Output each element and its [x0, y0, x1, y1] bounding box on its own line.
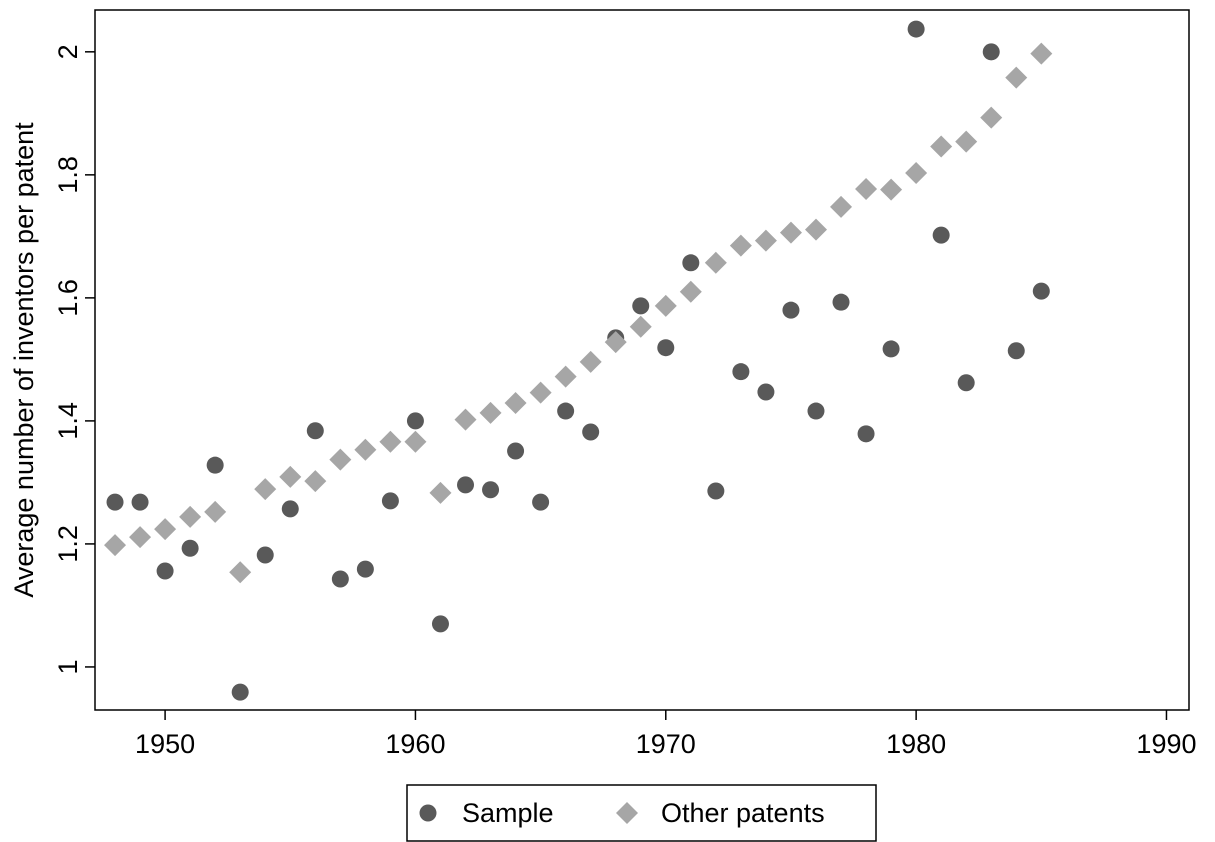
point: [354, 438, 377, 461]
point: [431, 615, 449, 633]
y-tick-label: 1: [53, 659, 83, 674]
point: [129, 526, 152, 549]
point: [955, 130, 978, 153]
point: [304, 470, 327, 493]
point: [329, 448, 352, 471]
y-axis-label: Average number of inventors per patent: [9, 122, 39, 598]
point: [1007, 342, 1025, 360]
legend-label: Sample: [462, 798, 554, 828]
y-tick-label: 1.8: [53, 156, 83, 194]
x-tick-label: 1990: [1136, 729, 1196, 759]
point: [306, 422, 324, 440]
point: [754, 229, 777, 252]
point: [907, 20, 925, 38]
point: [855, 177, 878, 200]
point: [557, 402, 575, 420]
point: [454, 408, 477, 431]
y-tick-label: 2: [53, 44, 83, 59]
point: [632, 297, 650, 315]
point: [704, 251, 727, 274]
point: [779, 221, 802, 244]
x-tick-label: 1980: [886, 729, 946, 759]
point: [1005, 66, 1028, 89]
point: [331, 570, 349, 588]
point: [932, 226, 950, 244]
point: [982, 43, 1000, 61]
point: [679, 280, 702, 303]
point: [707, 482, 725, 500]
point: [830, 195, 853, 218]
point: [857, 425, 875, 443]
y-tick-label: 1.2: [53, 525, 83, 563]
legend-box: [406, 784, 877, 842]
point: [832, 293, 850, 311]
x-tick-label: 1960: [385, 729, 445, 759]
point: [880, 178, 903, 201]
point: [732, 363, 750, 381]
point: [154, 518, 177, 541]
point: [657, 339, 675, 357]
point: [181, 539, 199, 557]
point: [782, 301, 800, 319]
point: [804, 218, 827, 241]
point: [229, 561, 252, 584]
plot-frame: [94, 9, 1190, 711]
point: [654, 294, 677, 317]
point: [254, 478, 277, 501]
point: [179, 505, 202, 528]
point: [930, 135, 953, 158]
point: [579, 350, 602, 373]
point: [206, 456, 224, 474]
point: [629, 315, 652, 338]
x-tick-label: 1950: [135, 729, 195, 759]
point: [379, 430, 402, 453]
point: [532, 493, 550, 511]
point: [482, 481, 500, 499]
legend-marker: [616, 802, 638, 824]
point: [356, 560, 374, 578]
y-tick-label: 1.6: [53, 279, 83, 317]
point: [957, 374, 975, 392]
point: [882, 340, 900, 358]
point: [429, 481, 452, 504]
point: [479, 401, 502, 424]
point: [682, 254, 700, 272]
point: [131, 493, 149, 511]
point: [156, 562, 174, 580]
point: [457, 476, 475, 494]
point: [406, 412, 424, 430]
point: [807, 402, 825, 420]
point: [106, 493, 124, 511]
point: [504, 392, 527, 415]
point: [204, 500, 227, 523]
point: [256, 546, 274, 564]
point: [582, 423, 600, 441]
point: [279, 465, 302, 488]
legend-marker: [419, 804, 437, 822]
point: [604, 331, 627, 354]
point: [905, 162, 928, 185]
point: [507, 442, 525, 460]
point: [529, 381, 552, 404]
point: [757, 383, 775, 401]
point: [281, 500, 299, 518]
point: [729, 234, 752, 257]
point: [1030, 42, 1053, 65]
point: [381, 492, 399, 510]
x-tick-label: 1970: [636, 729, 696, 759]
point: [980, 106, 1003, 129]
point: [554, 365, 577, 388]
point: [404, 430, 427, 453]
point: [231, 683, 249, 701]
point: [104, 534, 127, 557]
point: [1032, 282, 1050, 300]
legend-label: Other patents: [661, 798, 825, 828]
y-tick-label: 1.4: [53, 402, 83, 440]
